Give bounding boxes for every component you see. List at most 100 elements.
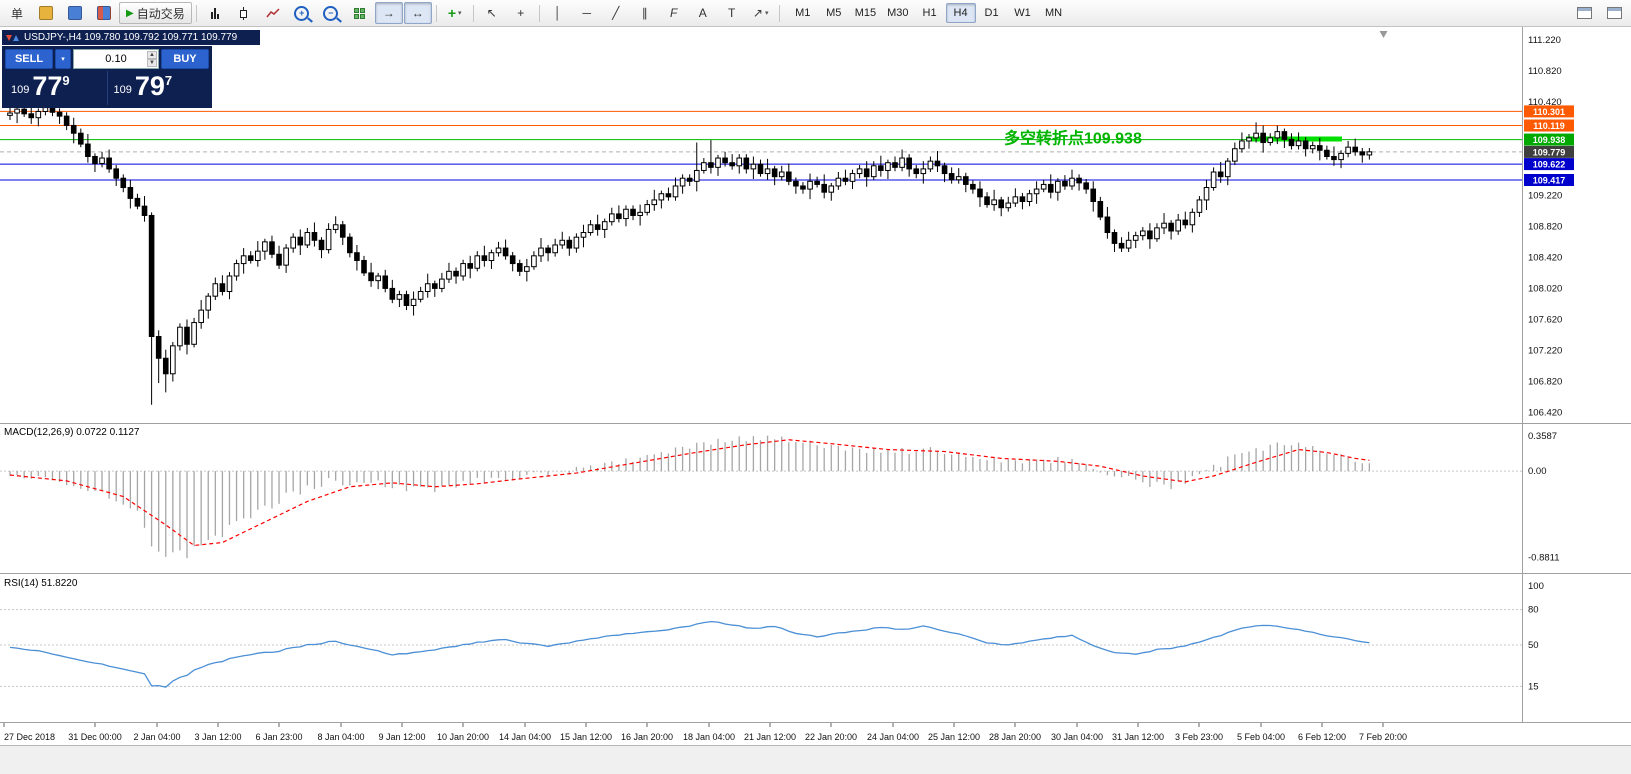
indicators-icon: + (447, 5, 457, 21)
cursor-icon: ↖ (486, 6, 497, 20)
svg-text:7 Feb 20:00: 7 Feb 20:00 (1359, 732, 1407, 742)
vertical-line-button[interactable]: │ (544, 2, 572, 24)
line-chart-icon (266, 7, 280, 17)
sell-price-button[interactable]: 109 77 9 (5, 71, 107, 105)
buy-price-button[interactable]: 109 79 7 (106, 71, 210, 105)
text-label-icon: T (728, 6, 736, 20)
svg-text:15 Jan 12:00: 15 Jan 12:00 (560, 732, 612, 742)
window-icon (1576, 7, 1592, 19)
sell-button[interactable]: SELL (5, 49, 53, 69)
svg-text:109.220: 109.220 (1528, 190, 1562, 201)
chart-canvas[interactable]: 多空转折点109.938 111.220 110.820 110.420 109.220… (0, 26, 1631, 746)
text-tool-button[interactable]: A (689, 2, 717, 24)
svg-text:27 Dec 2018: 27 Dec 2018 (4, 732, 55, 742)
svg-text:108.820: 108.820 (1528, 221, 1562, 232)
channel-button[interactable]: ∥ (631, 2, 659, 24)
volume-dropdown-button[interactable]: ▾ (55, 49, 71, 69)
bar-chart-icon (210, 7, 219, 19)
candlestick-chart-button[interactable] (230, 2, 258, 24)
new-order-label: 单 (10, 6, 23, 21)
separator (538, 4, 540, 22)
trendline-button[interactable]: ╱ (602, 2, 630, 24)
svg-text:106.420: 106.420 (1528, 408, 1562, 419)
svg-text:21 Jan 12:00: 21 Jan 12:00 (744, 732, 796, 742)
price-badge (1524, 145, 1574, 158)
rsi-line (9, 620, 1370, 688)
data-window-button[interactable] (90, 2, 118, 24)
timeframe-m5[interactable]: M5 (826, 7, 842, 19)
svg-text:110.420: 110.420 (1528, 97, 1562, 108)
market-watch-button[interactable] (61, 2, 89, 24)
svg-text:6 Feb 12:00: 6 Feb 12:00 (1298, 732, 1346, 742)
timeframe-d1[interactable]: D1 (984, 7, 999, 19)
buy-price-big: 79 (134, 71, 165, 101)
svg-text:31 Dec 00:00: 31 Dec 00:00 (68, 732, 122, 742)
svg-text:16 Jan 20:00: 16 Jan 20:00 (621, 732, 673, 742)
price-badge (1524, 174, 1574, 187)
charts-profile-button[interactable] (32, 2, 60, 24)
chevron-down-icon: ▾ (61, 56, 65, 63)
volume-input[interactable] (74, 52, 158, 66)
svg-text:50: 50 (1528, 640, 1539, 651)
window-button-1[interactable] (1570, 2, 1598, 24)
horizontal-line-button[interactable]: ─ (573, 2, 601, 24)
timeframe-h4[interactable]: H4 (945, 3, 976, 23)
svg-text:25 Jan 12:00: 25 Jan 12:00 (928, 732, 980, 742)
data-window-icon (97, 6, 111, 20)
indicators-button[interactable]: + ▾ (441, 2, 469, 24)
timeframe-mn[interactable]: MN (1044, 7, 1063, 19)
play-icon: ▶ (126, 7, 134, 19)
svg-text:110.820: 110.820 (1528, 66, 1562, 77)
svg-text:22 Jan 20:00: 22 Jan 20:00 (805, 732, 857, 742)
timeframe-h1[interactable]: H1 (922, 7, 937, 19)
macd-panel: 0.3587 0.00 -0.8811 MACD(12,26,9) 0.0722 0.… (0, 427, 1560, 563)
new-order-button[interactable]: 单 (3, 2, 31, 24)
tile-windows-button[interactable] (346, 2, 374, 24)
time-axis: 27 Dec 2018 31 Dec 00:00 2 Jan 04:00 3 Jan … (3, 723, 1407, 742)
svg-text:110.301: 110.301 (1533, 107, 1565, 117)
timeframe-m15[interactable]: M15 (854, 7, 877, 19)
svg-text:6 Jan 23:00: 6 Jan 23:00 (255, 732, 302, 742)
svg-text:110.119: 110.119 (1533, 121, 1565, 131)
timeframe-m1[interactable]: M1 (795, 7, 811, 19)
separator (435, 4, 437, 22)
price-badge (1524, 158, 1574, 171)
one-click-trading-panel: SELL ▾ ▲▼ BUY 109 77 9 109 79 7 (2, 46, 212, 108)
trendline-icon: ╱ (612, 6, 620, 20)
zoom-in-button[interactable]: + (288, 2, 316, 24)
svg-text:8 Jan 04:00: 8 Jan 04:00 (317, 732, 364, 742)
sell-price-prefix: 109 (11, 84, 30, 96)
zoom-out-button[interactable]: − (317, 2, 345, 24)
macd-signal-line (9, 439, 1370, 547)
text-icon: A (698, 6, 707, 20)
window-icon (1606, 7, 1622, 19)
timeframe-m30[interactable]: M30 (887, 7, 909, 19)
fibonacci-button[interactable]: F (660, 2, 688, 24)
svg-text:3 Jan 12:00: 3 Jan 12:00 (194, 732, 241, 742)
chevron-down-icon: ▾ (458, 10, 462, 17)
arrows-tool-button[interactable]: ↗ ▾ (747, 2, 775, 24)
fibonacci-icon: F (670, 6, 678, 20)
cursor-button[interactable]: ↖ (478, 2, 506, 24)
one-click-prices-row: 109 77 9 109 79 7 (5, 71, 209, 105)
crosshair-button[interactable]: + (507, 2, 535, 24)
line-chart-button[interactable] (259, 2, 287, 24)
equidistant-channel-icon: ∥ (641, 6, 648, 20)
svg-text:30 Jan 04:00: 30 Jan 04:00 (1051, 732, 1103, 742)
auto-scroll-icon: → (382, 6, 395, 20)
window-button-2[interactable] (1600, 2, 1628, 24)
autotrading-button[interactable]: ▶ 自动交易 (119, 2, 192, 24)
label-tool-button[interactable]: T (718, 2, 746, 24)
auto-scroll-button[interactable]: → (374, 2, 403, 24)
timeframe-w1[interactable]: W1 (1014, 7, 1031, 19)
volume-spinner[interactable]: ▲ ▼ (147, 51, 157, 67)
buy-button[interactable]: BUY (161, 49, 209, 69)
bar-chart-button[interactable] (201, 2, 229, 24)
svg-text:108.420: 108.420 (1528, 252, 1562, 263)
profile-icon (39, 6, 53, 20)
vertical-line-icon: │ (553, 6, 562, 20)
svg-text:80: 80 (1528, 605, 1539, 616)
chart-shift-button[interactable]: ↔ (403, 2, 432, 24)
rsi-label: RSI(14) 51.8220 (4, 578, 78, 589)
